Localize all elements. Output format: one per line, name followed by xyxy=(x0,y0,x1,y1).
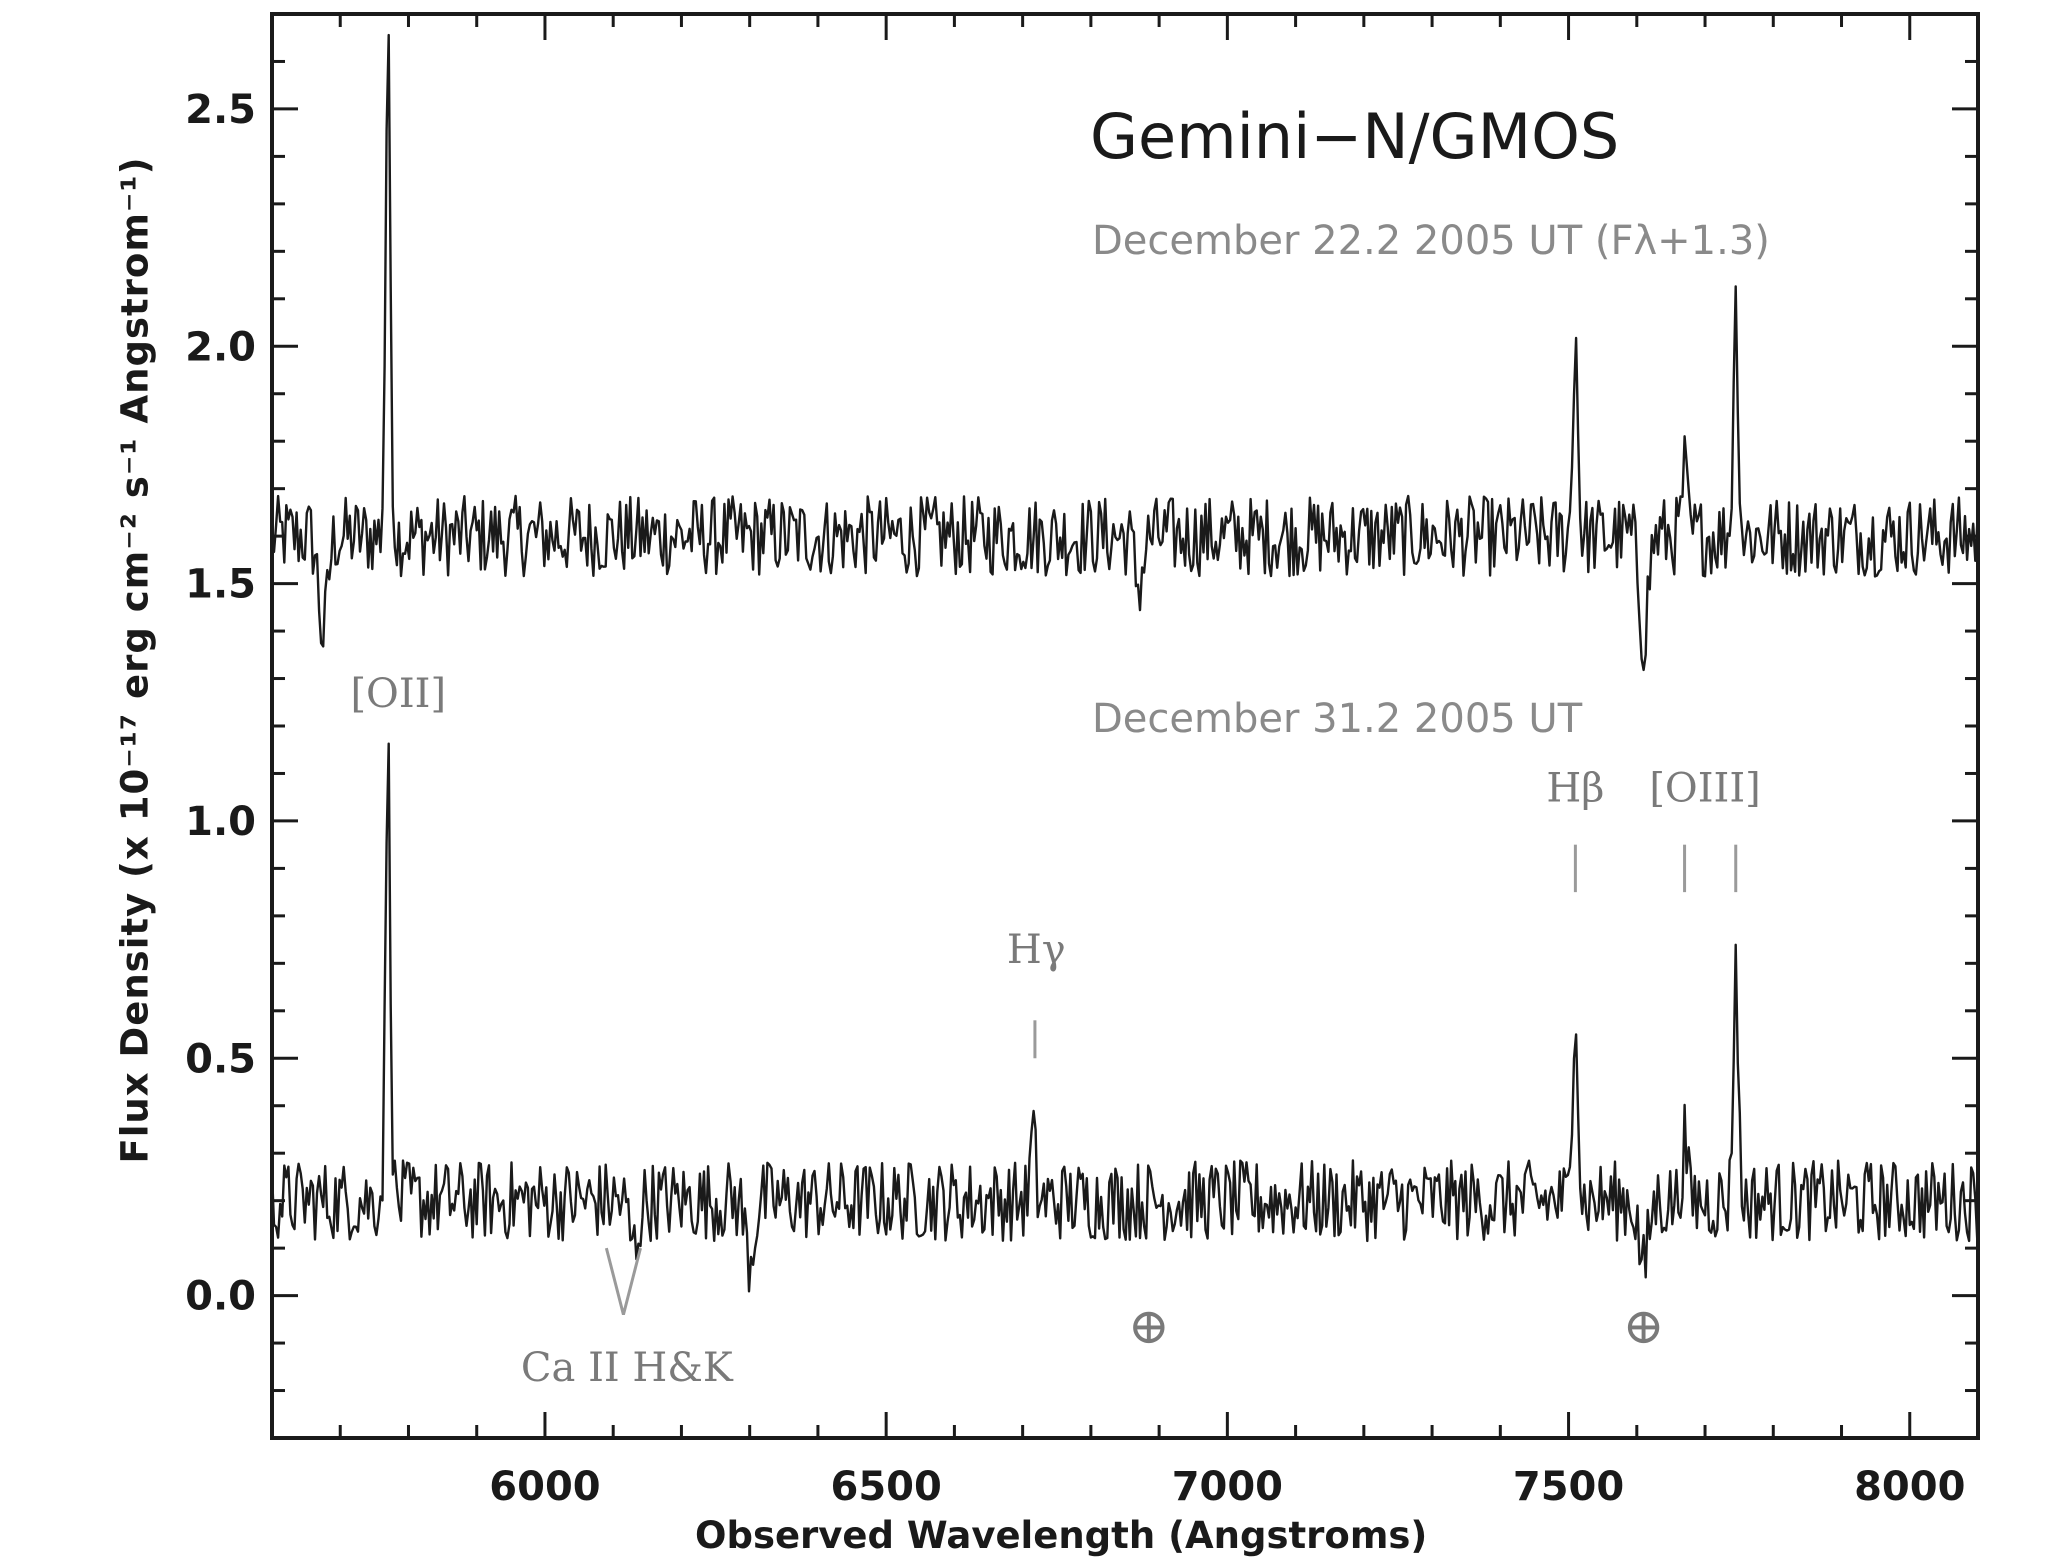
spectrum-line-1 xyxy=(270,742,1979,1293)
y-tick-label: 1.0 xyxy=(185,799,256,845)
annotation: ⊕ xyxy=(1128,1297,1170,1355)
annotation: [OIII] xyxy=(1649,766,1760,812)
y-tick-label: 0.5 xyxy=(185,1036,256,1082)
absorption-marker xyxy=(604,1247,642,1315)
x-tick-label: 7500 xyxy=(1513,1464,1624,1510)
x-tick-label: 8000 xyxy=(1854,1464,1965,1510)
x-tick-label: 7000 xyxy=(1172,1464,1283,1510)
annotation: Ca II H&K xyxy=(521,1345,734,1391)
axis-ticks xyxy=(270,12,1980,1440)
spectrum-series xyxy=(270,33,1979,1293)
plot-frame xyxy=(270,12,1980,1440)
y-tick-label: 2.5 xyxy=(185,87,256,133)
annotation: ⊕ xyxy=(1623,1297,1665,1355)
y-tick-label: 2.0 xyxy=(185,324,256,370)
y-tick-label: 1.5 xyxy=(185,562,256,608)
tick-labels: 6000 6500 7000 7500 8000 0.0 0.5 1.0 1.5 2.0 2.5 xyxy=(185,87,1965,1510)
line-markers xyxy=(604,844,1738,1315)
instrument-label: Gemini−N/GMOS xyxy=(1090,100,1619,173)
x-tick-label: 6500 xyxy=(830,1464,941,1510)
spectrum-line-0 xyxy=(270,33,1979,672)
series-label-dec22: December 22.2 2005 UT (Fλ+1.3) xyxy=(1092,218,1770,264)
annotation: [OII] xyxy=(350,671,446,717)
y-axis-label: Flux Density (x 10⁻¹⁷ erg cm⁻² s⁻¹ Angst… xyxy=(113,156,157,1164)
series-label-dec31: December 31.2 2005 UT xyxy=(1092,696,1583,742)
annotations: [OII] Hγ Hβ [OIII] Ca II H&K ⊕ ⊕ xyxy=(350,671,1760,1391)
y-tick-label: 0.0 xyxy=(185,1274,256,1320)
x-tick-label: 6000 xyxy=(489,1464,600,1510)
annotation: Hγ xyxy=(1007,927,1066,973)
annotation: Hβ xyxy=(1546,766,1604,812)
